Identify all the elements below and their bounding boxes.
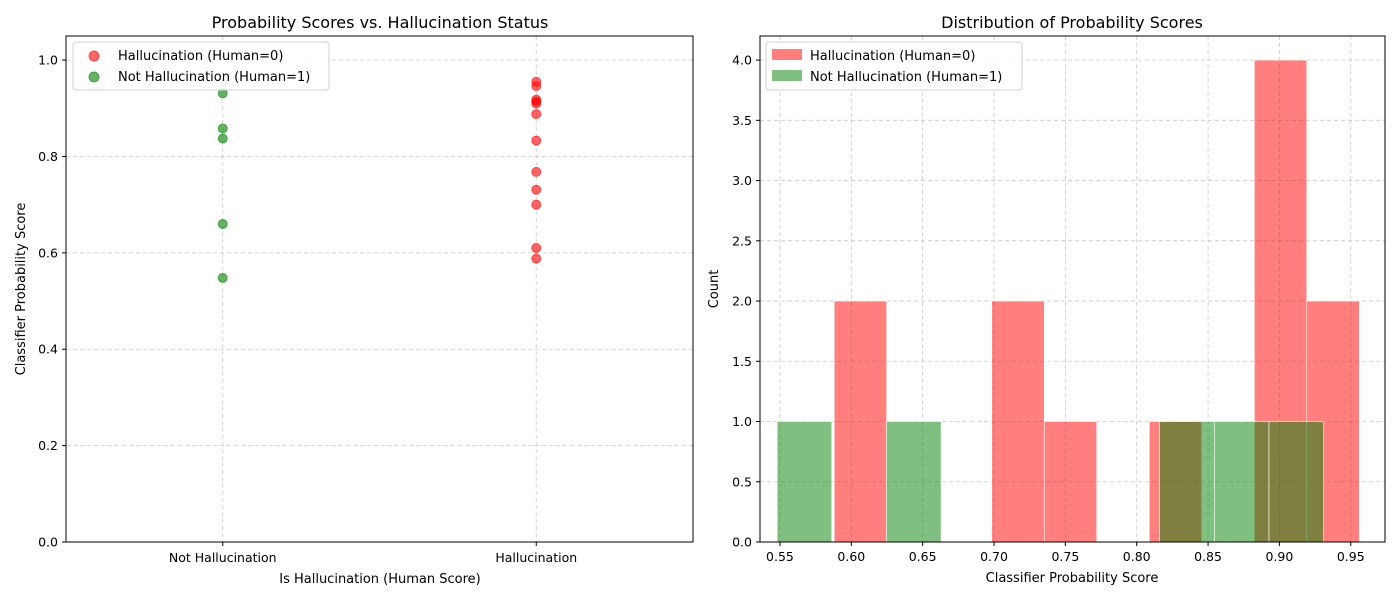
histogram-y-tick-label: 0.5	[732, 474, 752, 489]
histogram-y-ticks: 0.0 0.5 1.0 1.5 2.0 2.5 3.0 3.5 4.0	[732, 53, 760, 550]
histogram-frame	[759, 35, 1386, 543]
histogram-bar	[776, 421, 833, 543]
scatter-y-tick-label: 1.0	[38, 53, 58, 68]
histogram-x-tick-label: 0.70	[980, 549, 1008, 564]
scatter-frame	[65, 35, 694, 543]
histogram-bar	[1214, 421, 1270, 543]
scatter-y-ticks: 0.0 0.2 0.4 0.6 0.8 1.0	[38, 53, 66, 550]
histogram-x-tick-label: 0.60	[837, 549, 865, 564]
scatter-point	[531, 253, 542, 264]
scatter-x-ticks: Not Hallucination Hallucination	[169, 542, 577, 565]
histogram-x-label: Classifier Probability Score	[986, 571, 1159, 586]
histogram-legend-patch-hallucination	[772, 49, 802, 60]
histogram-legend-box	[765, 41, 1023, 91]
histogram-y-tick-label: 1.0	[732, 414, 752, 429]
histogram-y-tick-label: 4.0	[732, 53, 752, 68]
histogram-title: Distribution of Probability Scores	[941, 13, 1203, 32]
scatter-point	[217, 218, 228, 229]
scatter-x-label: Is Hallucination (Human Score)	[279, 572, 481, 587]
scatter-point	[531, 109, 542, 120]
scatter-points	[217, 76, 542, 283]
histogram-y-tick-label: 3.5	[732, 113, 752, 128]
scatter-y-tick-label: 0.8	[38, 149, 58, 164]
histogram-x-ticks: 0.55 0.60 0.65 0.70 0.75 0.80 0.85 0.90 0.95	[766, 542, 1365, 564]
histogram-x-tick-label: 0.65	[909, 549, 937, 564]
histogram-x-tick-label: 0.55	[766, 549, 794, 564]
histogram-legend-label-not-hallucination: Not Hallucination (Human=1)	[810, 70, 1002, 85]
scatter-point	[531, 199, 542, 210]
scatter-y-tick-label: 0.6	[38, 245, 58, 260]
scatter-point	[531, 243, 542, 254]
histogram-x-tick-label: 0.75	[1051, 549, 1079, 564]
scatter-legend-marker-hallucination	[88, 50, 100, 62]
scatter-point	[217, 272, 228, 283]
histogram-y-label: Count	[707, 270, 722, 309]
scatter-legend-box	[72, 41, 330, 91]
scatter-point	[531, 81, 542, 92]
histogram-x-tick-label: 0.85	[1194, 549, 1222, 564]
histogram-x-tick-label: 0.90	[1265, 549, 1293, 564]
histogram-legend: Hallucination (Human=0) Not Hallucinatio…	[765, 41, 1023, 91]
scatter-title: Probability Scores vs. Hallucination Sta…	[212, 13, 549, 32]
scatter-point	[531, 184, 542, 195]
histogram-axes: Distribution of Probability Scores 0.55 0…	[707, 13, 1386, 586]
scatter-point	[531, 166, 542, 177]
scatter-legend-label-hallucination: Hallucination (Human=0)	[118, 49, 283, 64]
scatter-legend-marker-not-hallucination	[88, 71, 100, 83]
histogram-y-tick-label: 3.0	[732, 173, 752, 188]
scatter-point	[531, 98, 542, 109]
scatter-axes: Probability Scores vs. Hallucination Sta…	[14, 13, 694, 587]
histogram-bar	[886, 421, 942, 543]
scatter-y-tick-label: 0.2	[38, 438, 58, 453]
histogram-x-tick-label: 0.95	[1337, 549, 1365, 564]
scatter-y-tick-label: 0.0	[38, 535, 58, 550]
scatter-grid	[66, 36, 693, 543]
histogram-legend-label-hallucination: Hallucination (Human=0)	[810, 49, 975, 64]
scatter-point	[531, 135, 542, 146]
histogram-bar	[1043, 421, 1098, 543]
histogram-bar	[1268, 421, 1324, 543]
histogram-x-tick-label: 0.80	[1123, 549, 1151, 564]
scatter-y-tick-label: 0.4	[38, 342, 58, 357]
histogram-y-tick-label: 0.0	[732, 535, 752, 550]
histogram-y-tick-label: 2.0	[732, 294, 752, 309]
scatter-x-tick-label: Hallucination	[495, 550, 577, 565]
histogram-bar	[833, 300, 888, 543]
histogram-bar	[991, 300, 1045, 543]
scatter-y-label: Classifier Probability Score	[14, 203, 29, 376]
scatter-legend: Hallucination (Human=0) Not Hallucinatio…	[72, 41, 330, 91]
scatter-point	[217, 133, 228, 144]
scatter-legend-label-not-hallucination: Not Hallucination (Human=1)	[118, 70, 310, 85]
histogram-y-tick-label: 2.5	[732, 233, 752, 248]
histogram-bar	[1159, 421, 1215, 543]
scatter-point	[217, 123, 228, 134]
histogram-bars	[776, 59, 1360, 543]
histogram-y-tick-label: 1.5	[732, 354, 752, 369]
scatter-x-tick-label: Not Hallucination	[169, 550, 277, 565]
histogram-legend-patch-not-hallucination	[772, 70, 802, 81]
